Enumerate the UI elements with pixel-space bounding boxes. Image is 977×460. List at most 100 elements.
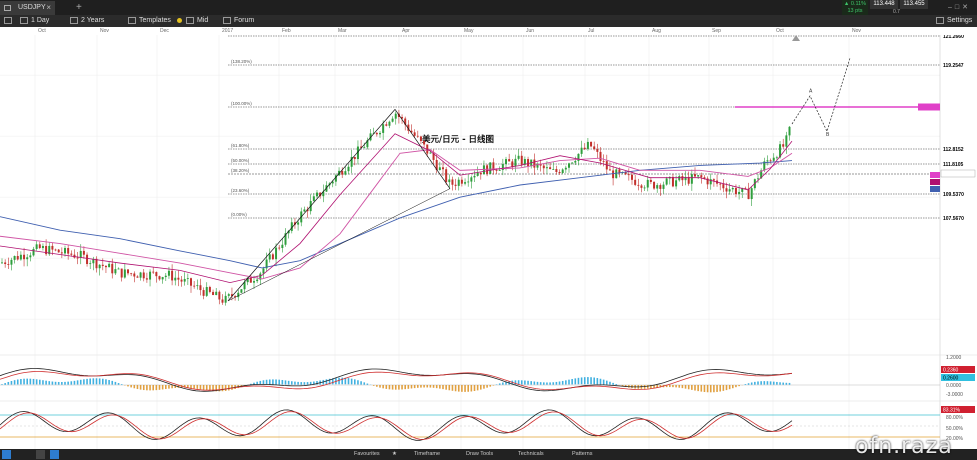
candle-body (271, 254, 274, 260)
macd-bar (278, 379, 280, 385)
macd-bar (1, 384, 3, 385)
candle-body (341, 170, 344, 175)
candle-body (473, 175, 476, 178)
range-select[interactable]: 2 Years (70, 15, 104, 27)
candle-body (539, 163, 542, 166)
candle-body (757, 178, 759, 180)
macd-bar (357, 380, 359, 385)
candle-body (363, 147, 366, 149)
add-tab-icon[interactable]: + (76, 2, 82, 13)
candle-body (574, 160, 577, 163)
candle-body (70, 253, 73, 255)
macd-bar (473, 385, 476, 392)
macd-line (0, 368, 793, 392)
macd-bar (202, 385, 205, 390)
candle-body (678, 176, 681, 181)
macd-bar (13, 380, 16, 385)
draw-icon[interactable] (50, 450, 59, 459)
candle-body (240, 289, 243, 293)
draw-tools-button[interactable]: Draw Tools (466, 451, 494, 457)
candle-body (167, 270, 170, 276)
macd-bar (776, 381, 778, 385)
macd-bar (394, 385, 397, 390)
candle-body (64, 248, 66, 254)
candle-body (442, 167, 444, 170)
close-icon[interactable]: × (46, 3, 51, 12)
candle-body (212, 291, 215, 296)
candle-body (448, 179, 451, 183)
cursor-icon[interactable] (2, 450, 11, 459)
macd-bar (779, 382, 781, 385)
candle-body (728, 189, 731, 192)
macd-bar (32, 378, 35, 385)
macd-bar (328, 378, 331, 385)
patterns-button[interactable]: Patterns (572, 451, 593, 457)
macd-bar (347, 378, 350, 385)
fib-price-bg (941, 61, 975, 69)
technicals-button[interactable]: Technicals (518, 451, 544, 457)
candle-body (180, 279, 183, 282)
fib-price-label: 119.2547 (943, 63, 964, 69)
candle-body (205, 287, 208, 296)
macd-bar (568, 379, 570, 385)
candle-body (653, 181, 656, 189)
candle-body (725, 188, 728, 192)
macd-bar (665, 385, 668, 388)
star-icon[interactable]: ★ (392, 451, 397, 457)
current-price-tag (940, 169, 976, 178)
templates-button[interactable]: Templates (128, 15, 171, 27)
candle-body (306, 209, 309, 212)
forum-button[interactable]: Forum (223, 15, 254, 27)
macd-bar (646, 385, 649, 389)
candle-body (322, 191, 325, 197)
macd-bar (728, 385, 731, 390)
stoch-value-label: 83.31% (943, 408, 961, 414)
candle-body (86, 254, 89, 264)
macd-bar (105, 379, 107, 385)
chart-toolbar: 1 Day 2 Years Templates Mid Forum Settin… (0, 15, 977, 27)
settings-button[interactable]: Settings (936, 15, 972, 27)
candle-body (416, 135, 419, 137)
candle-body (747, 188, 750, 200)
pencil-icon[interactable] (36, 450, 45, 459)
tab-usdjpy[interactable]: USDJPY × (0, 1, 55, 15)
candle-body (772, 157, 775, 161)
macd-bar (35, 379, 38, 385)
watermark: ofn.raza (855, 434, 953, 459)
candle-body (583, 147, 586, 149)
candle-body (41, 245, 44, 248)
macd-bar (561, 380, 564, 385)
macd-bar (64, 381, 66, 385)
bid-price[interactable]: 113.448 (870, 0, 898, 9)
trend-line (227, 109, 396, 302)
candle-body (476, 172, 479, 176)
macd-bar (678, 385, 681, 388)
macd-bar (483, 385, 485, 389)
candle-body (498, 170, 501, 171)
candle-body (388, 121, 391, 126)
chart-type-icon[interactable] (4, 15, 15, 27)
ask-price[interactable]: 113.455 (900, 0, 928, 9)
price-type-select[interactable]: Mid (177, 15, 208, 27)
favourites-button[interactable]: Favourites (354, 451, 380, 457)
candle-body (35, 244, 38, 249)
candle-body (681, 176, 684, 181)
macd-bar (161, 385, 164, 390)
price-chart[interactable]: 120.0000115.0000110.0000105.0000100.0000… (0, 35, 977, 449)
timeframe-button[interactable]: Timeframe (414, 451, 441, 457)
macd-bar (262, 380, 265, 385)
interval-select[interactable]: 1 Day (20, 15, 49, 27)
macd-bar (735, 385, 737, 388)
fib-price-label: 121.2660 (943, 35, 964, 40)
candle-body (596, 149, 599, 152)
macd-bar (722, 385, 725, 391)
candle-body (48, 245, 51, 255)
candle-body (590, 141, 593, 147)
macd-bar (461, 385, 463, 392)
window-controls-icon[interactable]: –□✕ (948, 4, 971, 11)
macd-bar (744, 384, 747, 385)
candle-body (580, 147, 583, 154)
macd-bar (543, 382, 545, 385)
macd-bar (788, 382, 791, 385)
candle-body (224, 295, 227, 303)
